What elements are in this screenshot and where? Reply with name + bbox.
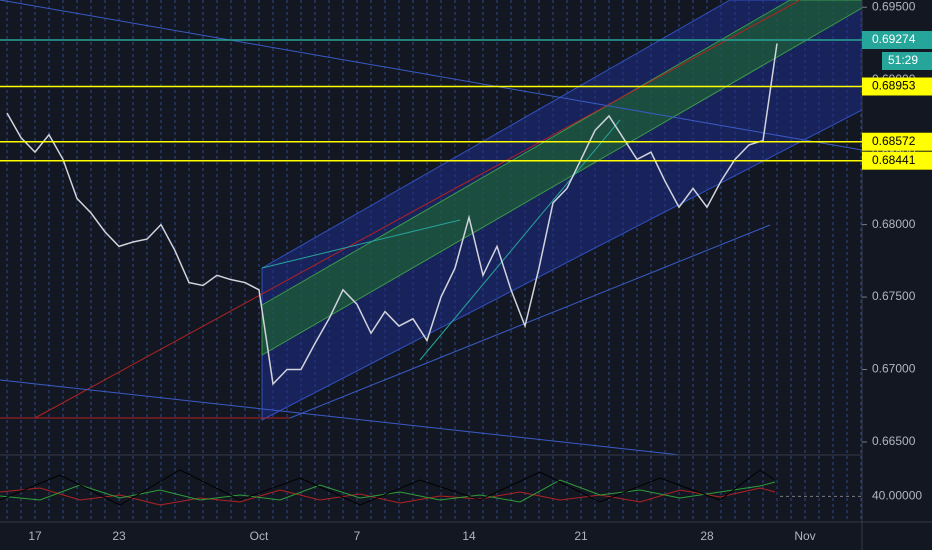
- price-tag-label: 0.68953: [872, 79, 916, 93]
- x-tick-label: 21: [574, 529, 588, 543]
- y-tick-label: 0.67000: [872, 362, 916, 376]
- x-tick-label: 7: [354, 529, 361, 543]
- price-tag: [862, 77, 932, 96]
- x-tick-label: 17: [28, 529, 42, 543]
- indicator-tick-label: 40.00000: [872, 489, 922, 503]
- price-line: [6, 43, 778, 386]
- x-tick-label: Oct: [250, 529, 269, 543]
- x-tick-label: 23: [112, 529, 126, 543]
- price-tag: [862, 30, 932, 49]
- x-tick-label: Nov: [794, 529, 815, 543]
- y-tick-label: 0.69500: [872, 0, 916, 13]
- y-tick-label: 0.66500: [872, 434, 916, 448]
- price-tag: [862, 132, 932, 151]
- x-tick-label: 14: [462, 529, 476, 543]
- price-tag-label: 0.68572: [872, 134, 916, 148]
- price-tag-label: 0.68441: [872, 153, 916, 167]
- price-tag: [862, 151, 932, 170]
- y-tick-label: 0.68000: [872, 217, 916, 231]
- countdown: 51:29: [888, 53, 918, 67]
- y-tick-label: 0.67500: [872, 289, 916, 303]
- price-tag-label: 0.69274: [872, 32, 916, 46]
- x-tick-label: 28: [700, 529, 714, 543]
- countdown-tag: [882, 51, 932, 70]
